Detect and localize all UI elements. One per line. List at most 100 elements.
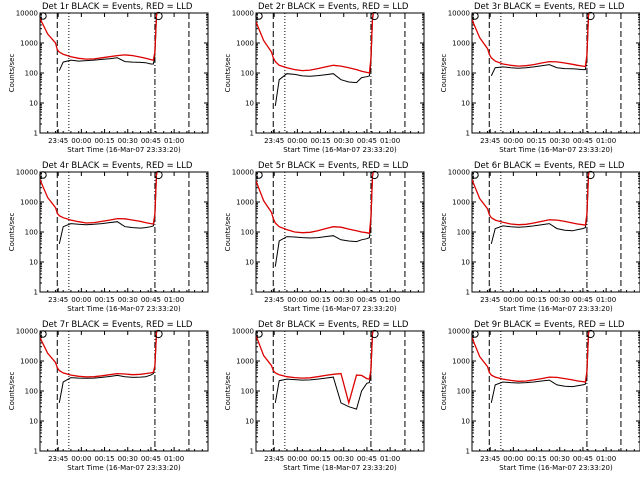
- x-tick-label: 00:45: [573, 137, 593, 145]
- x-tick-label: 00:30: [334, 455, 354, 463]
- y-axis-label: Counts/sec: [440, 372, 448, 411]
- y-tick-label: 10000: [232, 328, 254, 336]
- x-tick-label: 00:45: [573, 455, 593, 463]
- lld-series-line: [472, 331, 590, 383]
- y-tick-label: 1: [250, 448, 254, 456]
- y-tick-label: 10: [245, 259, 254, 267]
- chart-panel-5: Det 5r BLACK = Events, RED = LLD 1 10 100 10…: [224, 161, 425, 313]
- x-tick-label: 00:45: [357, 296, 377, 304]
- x-tick-label: 01:00: [164, 296, 184, 304]
- x-axis-label: Start Time (16-Mar-07 23:33:20): [499, 464, 613, 472]
- lld-series-line: [256, 172, 374, 235]
- y-tick-label: 1: [34, 289, 38, 297]
- end-marker-circle: [586, 170, 595, 180]
- x-tick-label: 01:00: [380, 137, 400, 145]
- x-tick-label: 00:45: [357, 455, 377, 463]
- y-axis-label: Counts/sec: [224, 372, 232, 411]
- y-tick-label: 1: [466, 130, 470, 138]
- plot-frame: [255, 330, 425, 452]
- x-tick-label: 00:30: [550, 296, 570, 304]
- y-tick-label: 1: [250, 289, 254, 297]
- events-series-line: [490, 331, 590, 404]
- x-tick-label: 00:00: [71, 296, 91, 304]
- events-series-line: [274, 172, 374, 267]
- events-series-line: [274, 331, 374, 410]
- x-tick-label: 00:00: [287, 455, 307, 463]
- x-tick-label: 01:00: [164, 137, 184, 145]
- lld-series-line: [472, 172, 590, 226]
- end-marker-circle: [370, 170, 379, 180]
- events-series-line: [490, 13, 590, 77]
- x-tick-label: 01:00: [596, 296, 616, 304]
- chart-title: Det 4r BLACK = Events, RED = LLD: [42, 161, 193, 171]
- x-tick-label: 00:15: [526, 455, 546, 463]
- x-tick-label: 01:00: [596, 137, 616, 145]
- y-tick-label: 1: [250, 130, 254, 138]
- y-tick-label: 1000: [20, 199, 38, 207]
- y-tick-label: 10000: [232, 169, 254, 177]
- y-tick-label: 1000: [452, 40, 470, 48]
- y-tick-label: 100: [25, 229, 38, 237]
- events-series-line: [58, 331, 158, 403]
- x-axis-label: Start Time (16-Mar-07 23:33:20): [499, 146, 613, 154]
- y-tick-label: 10: [245, 100, 254, 108]
- start-marker-circle: [39, 330, 47, 338]
- chart-title: Det 6r BLACK = Events, RED = LLD: [474, 161, 625, 171]
- chart-panel-9: Det 9r BLACK = Events, RED = LLD 1 10 100 10…: [440, 320, 640, 472]
- y-axis-label: Counts/sec: [224, 54, 232, 93]
- x-tick-label: 01:00: [380, 296, 400, 304]
- y-tick-label: 10000: [16, 169, 38, 177]
- y-tick-label: 10: [29, 100, 38, 108]
- lld-series-line: [40, 172, 158, 225]
- end-marker-circle: [154, 11, 163, 21]
- x-tick-label: 00:00: [503, 455, 523, 463]
- start-marker-circle: [471, 12, 479, 20]
- x-tick-label: 23:45: [48, 296, 68, 304]
- x-axis-label: Start Time (16-Mar-07 23:33:20): [67, 146, 181, 154]
- start-marker-circle: [471, 171, 479, 179]
- y-tick-label: 1000: [236, 199, 254, 207]
- start-marker-circle: [255, 12, 263, 20]
- end-marker-circle: [370, 329, 379, 339]
- x-tick-label: 00:00: [287, 137, 307, 145]
- y-axis-label: Counts/sec: [8, 213, 16, 252]
- x-tick-label: 00:00: [71, 137, 91, 145]
- x-tick-label: 23:45: [264, 455, 284, 463]
- y-tick-label: 100: [457, 229, 470, 237]
- y-tick-label: 10: [461, 100, 470, 108]
- chart-panel-2: Det 2r BLACK = Events, RED = LLD 1 10 100 10…: [224, 2, 425, 154]
- chart-panel-3: Det 3r BLACK = Events, RED = LLD 1 10 100 10…: [440, 2, 640, 154]
- x-tick-label: 00:30: [550, 137, 570, 145]
- plot-frame: [471, 171, 640, 293]
- chart-title: Det 2r BLACK = Events, RED = LLD: [258, 2, 409, 12]
- lld-series-line: [40, 13, 158, 61]
- x-tick-label: 00:15: [94, 296, 114, 304]
- x-tick-label: 00:15: [310, 455, 330, 463]
- end-marker-circle: [154, 329, 163, 339]
- x-tick-label: 23:45: [48, 137, 68, 145]
- y-tick-label: 10: [461, 418, 470, 426]
- y-tick-label: 100: [241, 388, 254, 396]
- plot-frame: [39, 171, 209, 293]
- x-tick-label: 00:00: [503, 296, 523, 304]
- plot-frame: [255, 12, 425, 134]
- lld-series-line: [472, 13, 590, 68]
- events-series-line: [58, 13, 158, 71]
- chart-title: Det 5r BLACK = Events, RED = LLD: [258, 161, 409, 171]
- end-marker-circle: [154, 170, 163, 180]
- y-axis-label: Counts/sec: [224, 213, 232, 252]
- x-tick-label: 00:45: [573, 296, 593, 304]
- x-tick-label: 00:30: [118, 296, 138, 304]
- plot-frame: [255, 171, 425, 293]
- end-marker-circle: [586, 11, 595, 21]
- x-tick-label: 00:15: [526, 137, 546, 145]
- y-tick-label: 1: [34, 448, 38, 456]
- x-tick-label: 00:15: [94, 455, 114, 463]
- end-marker-circle: [370, 11, 379, 21]
- y-tick-label: 100: [25, 70, 38, 78]
- events-series-line: [58, 172, 158, 245]
- x-tick-label: 00:15: [310, 296, 330, 304]
- y-axis-label: Counts/sec: [8, 54, 16, 93]
- chart-title: Det 3r BLACK = Events, RED = LLD: [474, 2, 625, 12]
